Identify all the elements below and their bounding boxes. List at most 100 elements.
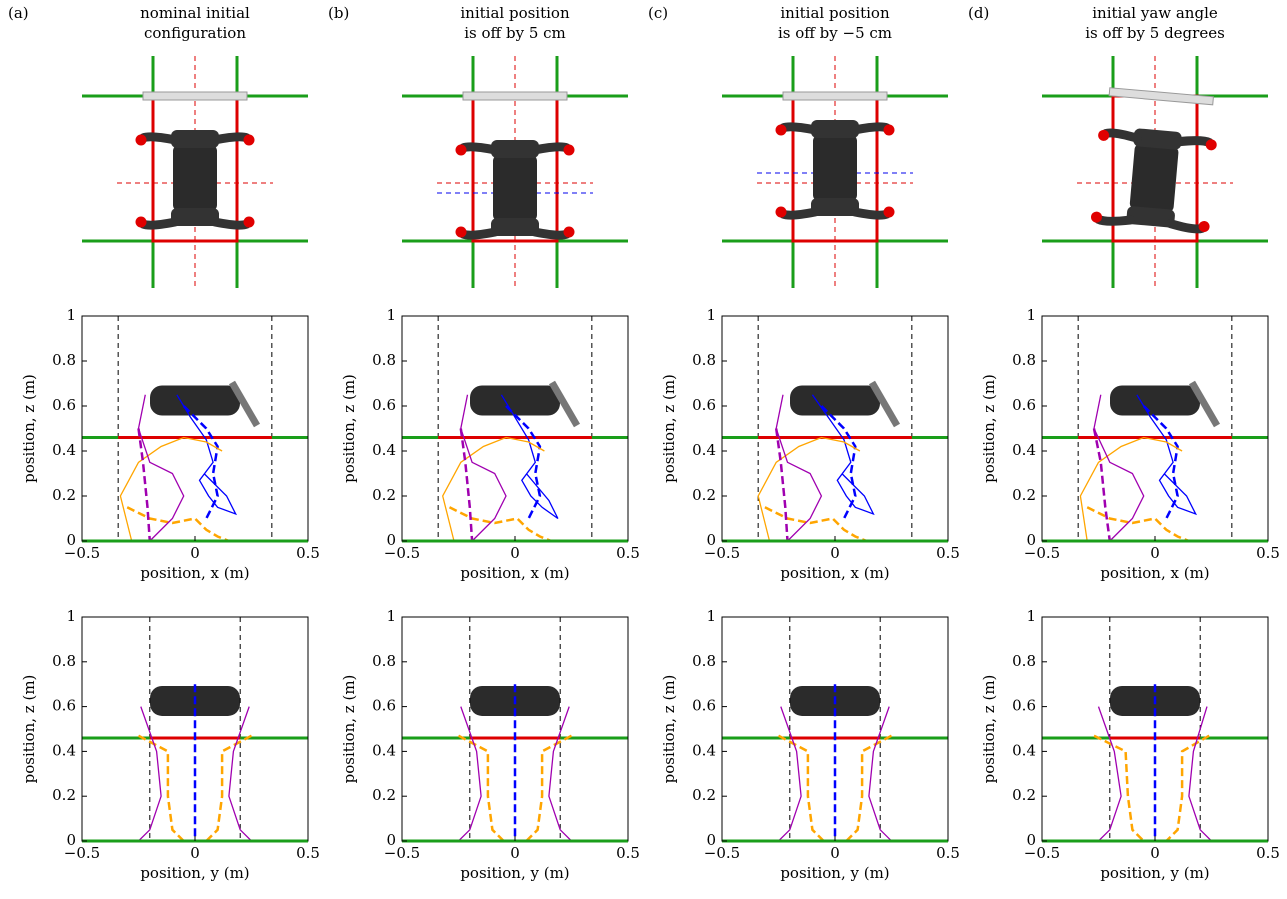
y-tick-label: 0.4 (372, 441, 396, 459)
leg (850, 122, 892, 135)
x-axis-label: position, x (m) (460, 564, 569, 582)
foot (563, 144, 575, 156)
y-tick-label: 0.4 (372, 741, 396, 759)
x-tick-label: 0 (1150, 844, 1160, 862)
panel-title: configuration (144, 24, 246, 42)
robot (135, 91, 255, 230)
x-tick-label: 0.5 (936, 544, 960, 562)
trajectory (442, 436, 545, 542)
trajectory (777, 734, 825, 842)
trajectory (1136, 394, 1198, 516)
panel-label: (b) (328, 4, 349, 22)
robot-body (790, 385, 880, 416)
trajectory (764, 506, 868, 543)
robot-arm (548, 380, 581, 428)
trajectory (525, 734, 573, 842)
foot (1198, 221, 1210, 233)
robot (455, 91, 575, 240)
y-tick-label: 0.4 (692, 741, 716, 759)
y-axis-label: position, z (m) (980, 675, 998, 784)
leg (138, 217, 180, 230)
x-tick-label: −0.5 (1024, 844, 1060, 862)
leg (1101, 128, 1143, 143)
trajectory (868, 706, 892, 842)
panel-label: (c) (648, 4, 668, 22)
leg (530, 227, 572, 240)
x-tick-label: −0.5 (704, 544, 740, 562)
trajectory (138, 706, 162, 842)
x-tick-label: 0.5 (1256, 544, 1280, 562)
hip (171, 208, 219, 226)
y-tick-label: 0.2 (692, 486, 716, 504)
foot (455, 144, 467, 156)
y-tick-label: 0.2 (52, 786, 76, 804)
y-tick-label: 0.2 (1012, 486, 1036, 504)
trajectory (457, 734, 505, 842)
panel-title: nominal initial (140, 4, 250, 22)
robot-arm (868, 380, 901, 428)
body (173, 145, 217, 211)
y-axis-label: position, z (m) (340, 675, 358, 784)
panel-label: (d) (968, 4, 989, 22)
foot (1090, 211, 1102, 223)
x-tick-label: 0 (1150, 544, 1160, 562)
x-axis-label: position, y (m) (1100, 864, 1209, 882)
leg (458, 142, 500, 155)
leg (1172, 136, 1214, 148)
x-axis-label: position, x (m) (1100, 564, 1209, 582)
trajectory (500, 394, 559, 520)
x-axis-label: position, y (m) (460, 864, 569, 882)
y-tick-label: 0 (66, 531, 76, 549)
plot-frame (81, 315, 309, 542)
y-tick-label: 0.2 (372, 486, 396, 504)
y-tick-label: 0.4 (1012, 441, 1036, 459)
y-tick-label: 0.8 (372, 351, 396, 369)
y-tick-label: 0.8 (1012, 351, 1036, 369)
hip (171, 130, 219, 148)
x-axis-label: position, x (m) (140, 564, 249, 582)
foot (775, 206, 787, 218)
y-tick-label: 0.6 (52, 697, 76, 715)
x-tick-label: 0.5 (1256, 844, 1280, 862)
foot (775, 124, 787, 136)
trajectory (505, 405, 542, 520)
y-tick-label: 1 (66, 306, 76, 324)
trajectory (137, 394, 185, 542)
x-tick-label: 0.5 (296, 844, 320, 862)
y-tick-label: 0.2 (52, 486, 76, 504)
y-tick-label: 0 (66, 831, 76, 849)
foot (455, 226, 467, 238)
robot-body (470, 385, 560, 416)
leg (138, 132, 180, 145)
handle (142, 91, 248, 101)
x-tick-label: 0 (830, 544, 840, 562)
y-tick-label: 1 (706, 607, 716, 625)
y-tick-label: 1 (66, 607, 76, 625)
y-tick-label: 0.8 (52, 351, 76, 369)
trajectory (1093, 734, 1145, 842)
hip (811, 120, 859, 138)
y-tick-label: 1 (1026, 306, 1036, 324)
y-axis-label: position, z (m) (980, 374, 998, 483)
y-tick-label: 0.4 (1012, 741, 1036, 759)
y-tick-label: 0.4 (52, 441, 76, 459)
foot (883, 124, 895, 136)
y-tick-label: 0 (386, 831, 396, 849)
panel-title: initial yaw angle (1092, 4, 1218, 22)
leg (210, 132, 252, 145)
y-tick-label: 0.6 (1012, 396, 1036, 414)
trajectory (119, 436, 223, 542)
leg (530, 142, 572, 155)
leg (850, 207, 892, 220)
robot-top-view (722, 56, 948, 288)
trajectory (448, 506, 552, 543)
trajectory (811, 394, 875, 516)
y-axis-label: position, z (m) (660, 675, 678, 784)
panel-title: initial position (460, 4, 570, 22)
